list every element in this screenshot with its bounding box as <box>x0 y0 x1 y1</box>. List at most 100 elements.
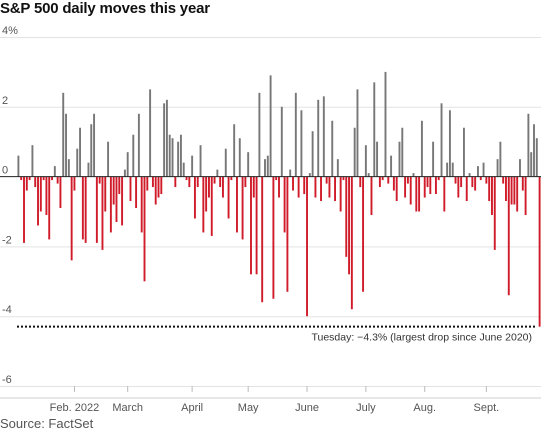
bar <box>93 113 96 177</box>
bar <box>513 176 516 205</box>
bar <box>443 176 446 212</box>
annotations: Tuesday: −4.3% (largest drop since June … <box>17 325 537 344</box>
bar <box>182 162 185 177</box>
bar <box>471 176 474 188</box>
bar <box>25 176 28 191</box>
annotation-label: Tuesday: −4.3% (largest drop since June … <box>311 332 532 344</box>
bar <box>20 176 23 181</box>
bar <box>325 176 328 184</box>
bar <box>193 176 196 219</box>
bar <box>81 176 84 240</box>
bar <box>488 176 491 202</box>
bar <box>477 166 479 177</box>
bar <box>426 176 429 188</box>
bar <box>207 176 210 198</box>
bar <box>213 176 216 184</box>
bar <box>140 176 143 233</box>
bar <box>440 103 443 177</box>
bar <box>104 176 107 212</box>
bar <box>137 113 140 177</box>
bar <box>412 173 415 177</box>
bar <box>87 162 90 177</box>
bar <box>297 176 300 198</box>
bar <box>524 176 527 215</box>
bar <box>28 176 31 181</box>
bar <box>331 120 334 177</box>
bar <box>121 176 124 226</box>
bar <box>160 176 163 195</box>
bar <box>34 176 37 188</box>
bar <box>227 176 230 219</box>
bar <box>179 134 182 177</box>
bar <box>437 176 440 181</box>
y-tick-label: 0 <box>2 165 8 177</box>
bar <box>342 176 345 181</box>
bar <box>222 176 224 198</box>
bar <box>191 155 194 177</box>
bar <box>76 148 79 177</box>
bar <box>345 176 348 257</box>
bar <box>448 110 451 177</box>
bar <box>328 176 331 198</box>
bar <box>177 141 180 177</box>
x-tick-label: Sept. <box>474 402 500 414</box>
bar <box>454 176 457 184</box>
bar <box>283 176 286 233</box>
x-tick-label: July <box>356 402 376 414</box>
bar <box>350 176 353 310</box>
bar <box>359 176 362 188</box>
bar <box>45 176 48 215</box>
bar <box>320 176 322 202</box>
y-tick-label: 4% <box>2 25 18 37</box>
bar <box>308 173 311 177</box>
bar <box>392 176 395 191</box>
bar <box>317 99 320 177</box>
bar <box>398 141 401 177</box>
bar <box>247 152 250 177</box>
bar <box>527 113 530 177</box>
bar <box>67 159 70 177</box>
bar <box>415 176 418 212</box>
bar <box>521 176 524 191</box>
bar <box>378 176 381 188</box>
bar <box>196 176 199 188</box>
bar <box>244 176 247 188</box>
bar <box>460 176 463 188</box>
bar <box>219 176 222 188</box>
bar <box>272 176 275 299</box>
bars <box>17 71 541 327</box>
bar <box>348 176 351 275</box>
bar <box>112 176 115 205</box>
bar <box>163 103 166 177</box>
bar <box>533 124 535 177</box>
bar <box>292 176 294 191</box>
bar <box>31 145 34 177</box>
bar <box>70 176 73 261</box>
bar <box>168 134 171 177</box>
bar <box>418 176 421 212</box>
x-tick-label: May <box>238 402 259 414</box>
bar <box>51 176 53 181</box>
bar <box>373 82 376 177</box>
bar <box>482 162 485 177</box>
bar <box>535 138 538 177</box>
bar <box>275 176 278 181</box>
bar <box>90 124 93 177</box>
bar <box>311 131 314 177</box>
axes: 4% 2 0 -2 -4 -6 Feb. 2022 March April May June July… <box>0 25 541 414</box>
bar <box>314 176 317 198</box>
bar <box>390 155 393 177</box>
x-tick-label: June <box>295 402 319 414</box>
y-tick-label: -2 <box>2 234 12 246</box>
bar <box>250 176 252 275</box>
bar <box>132 134 135 177</box>
bar <box>462 127 465 177</box>
bar <box>202 176 205 233</box>
bar <box>457 176 460 198</box>
bar <box>154 176 157 205</box>
bar <box>165 99 168 177</box>
bar <box>56 176 59 184</box>
bar <box>236 176 238 233</box>
bar <box>376 141 379 177</box>
bar <box>233 124 236 177</box>
